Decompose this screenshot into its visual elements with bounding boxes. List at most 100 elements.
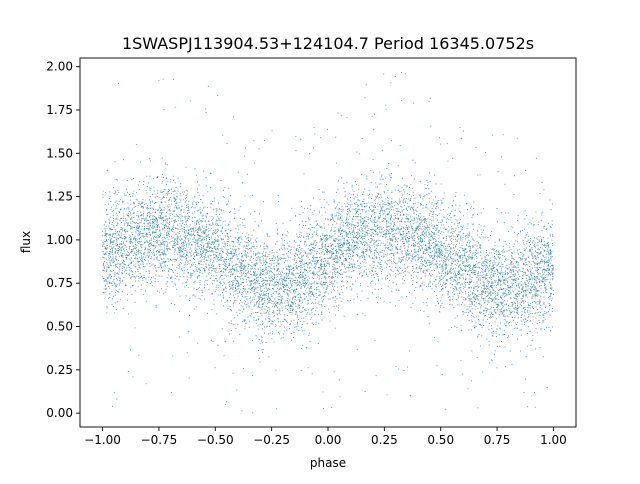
data-point [374,218,376,220]
data-point [481,275,483,276]
data-point [501,340,503,342]
data-point [167,281,169,283]
data-point [268,272,270,274]
data-point [377,206,379,208]
data-point [431,269,433,271]
data-point [458,270,460,272]
data-point [140,257,142,259]
data-point [373,224,375,226]
data-point [450,251,452,253]
data-point [124,229,126,230]
data-point [185,230,187,231]
data-point [354,233,356,234]
data-point [539,281,541,283]
data-point [244,289,246,291]
data-point [416,233,418,235]
data-point [361,235,363,237]
data-point [240,267,242,269]
data-point [527,280,529,282]
data-point [525,291,527,293]
data-point [251,281,253,283]
data-point [334,240,336,242]
data-point [398,267,400,269]
data-point [161,202,163,204]
data-point [304,294,306,296]
data-point [196,223,197,225]
data-point [376,196,378,197]
data-point [163,191,165,193]
data-point [130,196,131,198]
data-point [431,261,433,263]
data-point [203,261,205,262]
data-point [219,235,221,237]
data-point [208,241,210,243]
data-point [293,280,295,282]
data-point [301,306,303,308]
data-point [379,258,381,260]
data-point [106,262,108,264]
data-point [482,272,484,274]
data-point [522,240,524,241]
data-point [433,258,435,260]
data-point [320,280,322,282]
data-point [390,252,392,254]
data-point [283,280,285,282]
data-point [204,249,206,251]
data-point [421,220,423,222]
data-point [156,226,158,228]
data-point [348,233,349,235]
data-point [474,304,476,306]
data-point [117,247,119,249]
data-point [135,251,137,253]
data-point [380,242,382,244]
data-point [214,367,216,369]
data-point [370,251,372,253]
data-point [197,342,199,344]
data-point [338,246,340,248]
data-point [532,316,534,318]
data-point [248,284,250,286]
data-point [514,307,516,309]
data-point [264,247,266,249]
data-point [254,286,256,288]
data-point [473,300,475,302]
data-point [549,305,550,306]
data-point [429,213,431,215]
data-point [240,278,242,280]
data-point [531,340,533,341]
data-point [492,292,494,294]
data-point [316,223,318,225]
data-point [102,276,104,277]
data-point [317,262,319,264]
data-point [206,267,207,268]
data-point [484,236,486,238]
data-point [301,261,303,263]
data-point [192,270,194,272]
data-point [262,270,264,272]
data-point [178,248,180,250]
data-point [208,264,210,266]
data-point [406,254,408,256]
data-point [166,247,168,249]
data-point [282,282,284,284]
data-point [438,248,440,249]
data-point [121,263,123,265]
data-point [142,207,144,209]
data-point [426,236,428,238]
data-point [294,276,296,278]
data-point [386,266,388,268]
data-point [526,290,528,291]
data-point [377,276,379,277]
data-point [111,210,113,212]
data-point [373,242,375,244]
data-point [263,312,265,314]
data-point [199,207,201,209]
data-point [483,313,485,314]
data-point [389,235,390,237]
data-point [514,298,516,300]
data-point [508,249,510,251]
data-point [266,248,268,250]
data-point [490,235,491,236]
data-point [202,220,203,222]
data-point [270,263,272,265]
